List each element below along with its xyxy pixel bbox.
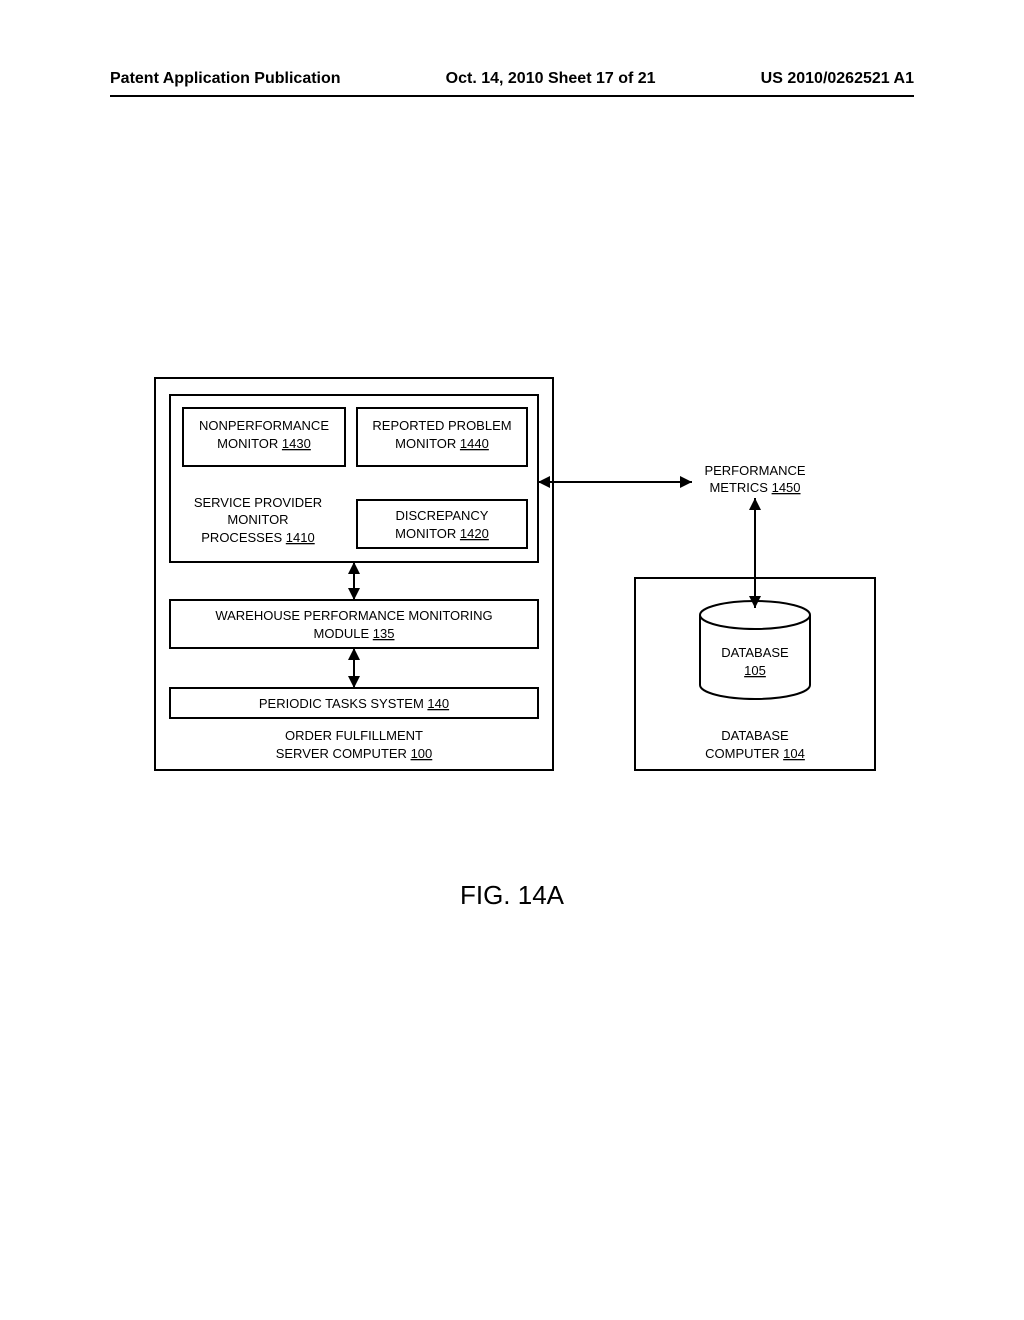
reported-problem-label1: REPORTED PROBLEM xyxy=(372,418,511,433)
warehouse-module-label2: MODULE 135 xyxy=(314,626,395,641)
order-fulfillment-label1: ORDER FULFILLMENT xyxy=(285,728,423,743)
discrepancy-label2: MONITOR 1420 xyxy=(395,526,489,541)
diagram-svg: ORDER FULFILLMENT SERVER COMPUTER 100 DATA… xyxy=(0,0,1024,1320)
service-provider-label1: SERVICE PROVIDER xyxy=(194,495,322,510)
reported-problem-label2: MONITOR 1440 xyxy=(395,436,489,451)
performance-metrics-label1: PERFORMANCE xyxy=(704,463,805,478)
performance-metrics-label2: METRICS 1450 xyxy=(709,480,800,495)
service-provider-label3: PROCESSES 1410 xyxy=(201,530,314,545)
service-provider-label2: MONITOR xyxy=(227,512,288,527)
database-computer-label2: COMPUTER 104 xyxy=(705,746,805,761)
warehouse-module-label1: WAREHOUSE PERFORMANCE MONITORING xyxy=(215,608,492,623)
database-computer-label1: DATABASE xyxy=(721,728,789,743)
figure-label: FIG. 14A xyxy=(0,880,1024,911)
nonperformance-label1: NONPERFORMANCE xyxy=(199,418,329,433)
discrepancy-label1: DISCREPANCY xyxy=(396,508,489,523)
database-label: DATABASE xyxy=(721,645,789,660)
database-ref: 105 xyxy=(744,663,766,678)
order-fulfillment-label2: SERVER COMPUTER 100 xyxy=(276,746,433,761)
nonperformance-label2: MONITOR 1430 xyxy=(217,436,311,451)
periodic-tasks-label: PERIODIC TASKS SYSTEM 140 xyxy=(259,696,449,711)
